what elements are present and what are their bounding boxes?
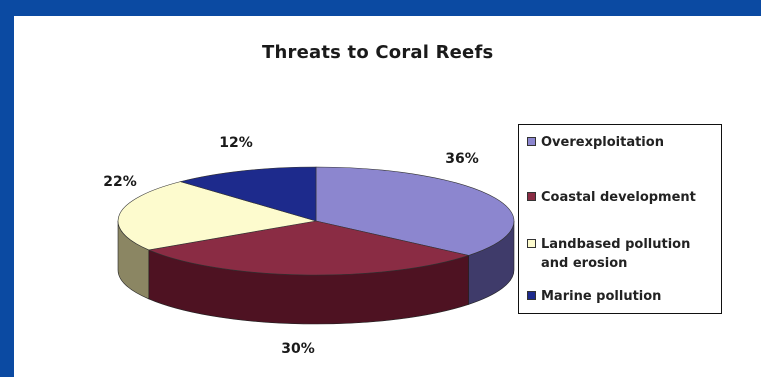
legend-swatch-1 bbox=[527, 192, 536, 201]
legend-label-0: Overexploitation bbox=[541, 135, 664, 150]
legend-label-3: Marine pollution bbox=[541, 289, 662, 304]
pie-label-0: 36% bbox=[445, 151, 479, 167]
pie-label-3: 12% bbox=[219, 135, 253, 151]
legend-label-2: Landbased pollution and erosion bbox=[541, 237, 691, 271]
legend-label-1: Coastal development bbox=[541, 190, 696, 205]
pie-slice-3 bbox=[179, 166, 317, 222]
pie-label-2: 22% bbox=[103, 174, 137, 190]
legend-swatch-0 bbox=[527, 137, 536, 146]
pie-slice-1 bbox=[147, 220, 470, 276]
chart-legend: Overexploitation Coastal development Landb… bbox=[518, 124, 722, 314]
legend-swatch-3 bbox=[527, 291, 536, 300]
chart-title: Threats to Coral Reefs bbox=[262, 42, 494, 63]
pie-slice-0 bbox=[315, 166, 515, 256]
pie-slice-2 bbox=[117, 181, 317, 251]
legend-swatch-2 bbox=[527, 239, 536, 248]
frame-left-bar bbox=[0, 0, 14, 283]
frame-top-bar bbox=[0, 0, 761, 16]
pie-label-1: 30% bbox=[281, 341, 315, 357]
